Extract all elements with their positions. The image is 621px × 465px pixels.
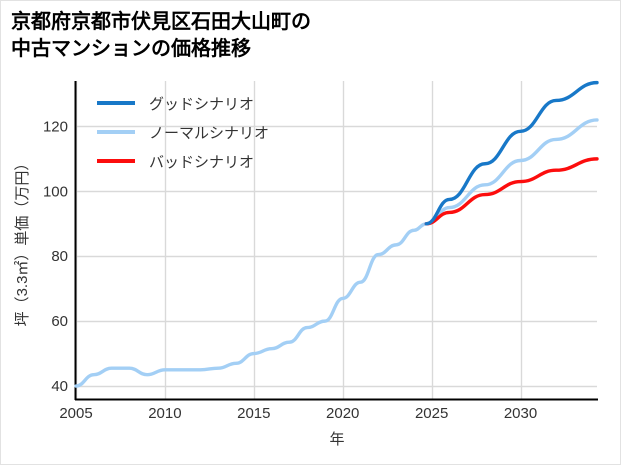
series-lines bbox=[74, 80, 599, 388]
y-tick-labels: 40 60 80 100 120 bbox=[43, 118, 68, 395]
legend-item-label: ノーマルシナリオ bbox=[149, 125, 269, 142]
x-tick-label: 2010 bbox=[148, 405, 181, 422]
y-tick-label: 120 bbox=[43, 118, 68, 135]
x-tick-label: 2015 bbox=[237, 405, 270, 422]
legend-item-label: グッドシナリオ bbox=[149, 96, 254, 113]
y-tick-label: 100 bbox=[43, 183, 68, 200]
x-tick-label: 2005 bbox=[59, 405, 92, 422]
y-tick-label: 80 bbox=[51, 248, 68, 265]
x-tick-label: 2020 bbox=[326, 405, 359, 422]
y-tick-label: 60 bbox=[51, 313, 68, 330]
legend-item-label: バッドシナリオ bbox=[149, 154, 254, 171]
x-tick-labels: 2005 2010 2015 2020 2025 2030 bbox=[59, 405, 537, 422]
series-line bbox=[424, 80, 599, 226]
chart-title: 京都府京都市伏見区石田大山町の 中古マンションの価格推移 bbox=[11, 11, 311, 60]
series-line bbox=[424, 157, 599, 226]
series-line bbox=[74, 118, 599, 388]
x-tick-label: 2025 bbox=[415, 405, 448, 422]
gridlines bbox=[75, 81, 597, 399]
y-axis-title: 坪（3.3㎡）単価（万円） bbox=[14, 156, 31, 327]
x-axis-title: 年 bbox=[329, 431, 344, 448]
x-tick-label: 2030 bbox=[504, 405, 537, 422]
axis-lines bbox=[74, 81, 598, 401]
y-tick-label: 40 bbox=[51, 378, 68, 395]
